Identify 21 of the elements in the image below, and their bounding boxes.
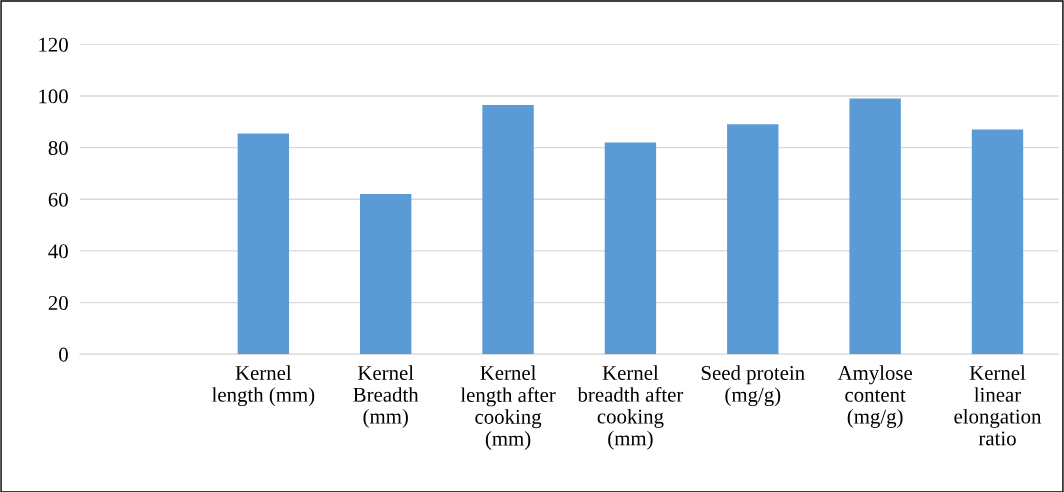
bar (604, 142, 657, 355)
x-tick-label: Amylose content (mg/g) (837, 365, 913, 428)
x-tick-label: Kernel length after cooking (mm) (460, 365, 556, 450)
y-tick-label: 40 (48, 244, 68, 259)
bar (237, 133, 290, 355)
bar (849, 98, 901, 355)
y-tick-label: 20 (48, 295, 68, 311)
bar (971, 129, 1024, 355)
y-tick-label: 0 (59, 347, 68, 362)
x-tick-label: Kernel breadth after cooking (mm) (577, 365, 684, 450)
x-tick-label: Kernel length (mm) (211, 365, 315, 407)
x-tick-label: Kernel linear elongation ratio (954, 365, 1042, 446)
y-tick-label: 100 (39, 89, 68, 104)
y-tick-label: 120 (39, 37, 68, 52)
x-tick-label: Kernel Breadth (mm) (353, 365, 419, 428)
y-tick-label: 60 (48, 192, 68, 207)
bar (727, 124, 779, 355)
bar (482, 104, 534, 355)
y-tick-label: 80 (48, 140, 68, 156)
bar (360, 194, 412, 355)
x-tick-label: Seed protein (mg/g) (701, 365, 805, 407)
